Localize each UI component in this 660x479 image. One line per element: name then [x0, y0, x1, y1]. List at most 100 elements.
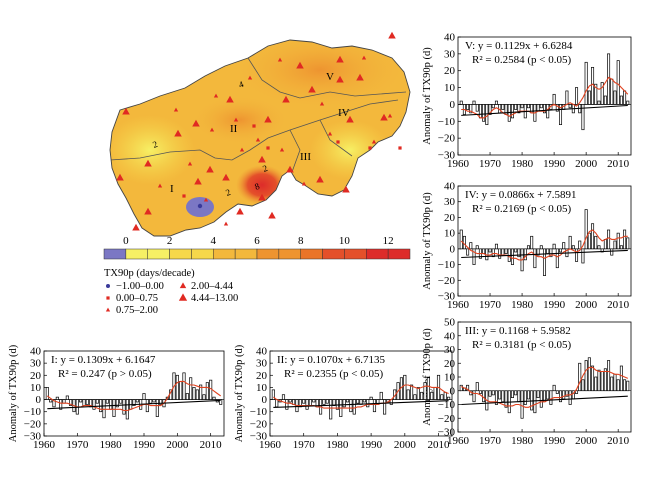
station-marker [203, 197, 209, 202]
y-tick-label: 40 [444, 32, 456, 44]
bar [325, 399, 329, 404]
y-tick-label: 30 [30, 358, 42, 370]
bar [517, 390, 521, 403]
bar [447, 396, 451, 400]
bar [416, 387, 420, 400]
x-tick-label: 1960 [447, 299, 470, 311]
colorbar-segment [147, 248, 170, 260]
bar [498, 390, 502, 400]
x-tick-label: 1980 [511, 299, 534, 311]
bar [591, 365, 595, 392]
bar [501, 248, 505, 256]
y-tick-label: 30 [256, 358, 268, 370]
bar [288, 399, 292, 403]
x-tick-label: 2010 [607, 299, 630, 311]
bar [352, 399, 356, 415]
bar [115, 399, 119, 408]
bar [526, 390, 530, 400]
x-tick-label: 1960 [33, 439, 56, 451]
y-tick-label: 10 [444, 372, 456, 384]
station-marker [336, 140, 340, 144]
bar [482, 248, 486, 254]
map-fill-center [190, 95, 290, 145]
y-tick-label: 20 [444, 358, 456, 370]
y-tick-label: 50 [444, 317, 456, 329]
colorbar-tick-label: 4 [211, 235, 217, 247]
colorbar-tick-label: 0 [123, 235, 129, 247]
station-marker [308, 85, 316, 93]
bar [619, 365, 623, 392]
bar [485, 104, 489, 126]
bar [82, 399, 86, 406]
bar [623, 90, 627, 105]
regression-equation: V: y = 0.1129x + 6.6284 [465, 40, 573, 52]
r-squared: R² = 0.3181 (p < 0.05) [472, 339, 571, 351]
station-marker [173, 107, 179, 112]
station-marker [277, 57, 283, 62]
y-tick-label: 10 [256, 382, 268, 394]
y-tick-label: −20 [438, 133, 456, 145]
bar [488, 390, 492, 397]
x-tick-label: 2000 [575, 158, 598, 170]
y-tick-label: −10 [24, 406, 42, 418]
regression-equation: I: y = 0.1309x + 6.1647 [51, 354, 156, 366]
r-squared: R² = 0.247 (p > 0.05) [58, 368, 152, 380]
legend-marker [178, 293, 188, 301]
legend-marker [179, 282, 187, 289]
bar [145, 399, 149, 413]
x-tick-label: 1970 [479, 435, 502, 447]
bar [559, 104, 563, 126]
bar [271, 389, 275, 400]
bar [520, 104, 524, 109]
x-tick-label: 1980 [511, 158, 534, 170]
plot-frame [457, 36, 632, 156]
y-tick-label: 20 [444, 65, 456, 77]
bar [491, 104, 495, 109]
bar [426, 377, 430, 400]
bar [510, 390, 514, 398]
bar [142, 393, 146, 400]
bar [403, 374, 407, 400]
bar [559, 248, 563, 253]
bar [109, 399, 113, 410]
bar [533, 248, 537, 269]
station-marker [266, 146, 270, 150]
bar [555, 248, 559, 269]
legend-label: 4.44–13.00 [191, 293, 238, 304]
contour-label: 2 [261, 163, 269, 174]
x-tick-label: 2010 [607, 158, 630, 170]
bar [275, 399, 279, 408]
x-tick-label: 1990 [543, 299, 566, 311]
bar [546, 390, 550, 400]
y-tick-label: 20 [444, 212, 456, 224]
bar [526, 245, 530, 250]
y-tick-label: 10 [444, 228, 456, 240]
region-label-III: III [300, 151, 311, 163]
bar [603, 239, 607, 250]
y-tick-label: −30 [24, 431, 42, 443]
bar [182, 372, 186, 400]
y-tick-label: 40 [30, 346, 42, 358]
bar [555, 104, 559, 112]
bar [626, 237, 630, 250]
bar [491, 390, 495, 396]
bar [132, 399, 136, 406]
smoothed-line [460, 366, 629, 408]
x-tick-label: 1990 [360, 439, 383, 451]
station-marker [157, 183, 163, 188]
station-marker [342, 185, 350, 193]
bar [85, 399, 89, 405]
station-markers [116, 31, 402, 231]
bar [584, 61, 588, 105]
bar [494, 390, 498, 405]
colorbar-segment [256, 248, 280, 260]
x-tick-label: 2000 [575, 299, 598, 311]
y-tick-label: −20 [438, 275, 456, 287]
station-marker [327, 131, 333, 136]
bar [591, 66, 595, 105]
x-tick-label: 1980 [326, 439, 349, 451]
bar [594, 83, 598, 105]
bar [597, 245, 601, 250]
bar [514, 104, 518, 110]
